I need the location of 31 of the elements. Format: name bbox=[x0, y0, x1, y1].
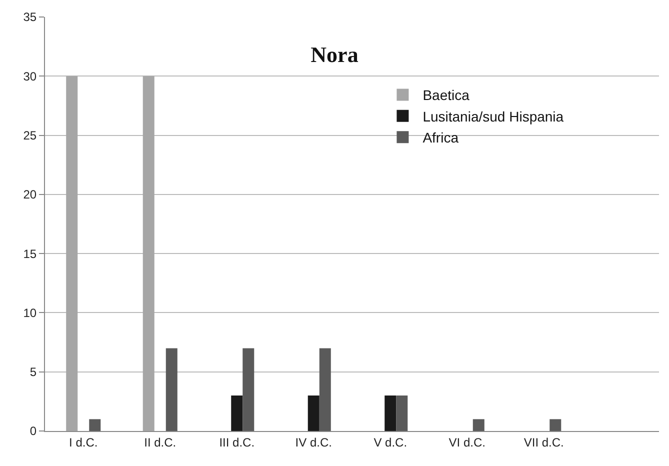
y-tick-label: 20 bbox=[23, 188, 37, 202]
x-tick-label: VII d.C. bbox=[524, 435, 564, 450]
legend-label: Lusitania/sud Hispania bbox=[422, 108, 564, 124]
x-tick-label: VI d.C. bbox=[448, 435, 486, 450]
legend-label: Africa bbox=[422, 130, 459, 146]
x-tick-label: III d.C. bbox=[219, 435, 255, 450]
bar bbox=[231, 396, 243, 431]
text: Nora bbox=[310, 42, 358, 67]
x-tick-label: V d.C. bbox=[374, 435, 408, 450]
bar bbox=[166, 348, 178, 431]
x-tick-label: I d.C. bbox=[69, 435, 98, 450]
bar bbox=[396, 396, 408, 431]
bar bbox=[384, 396, 396, 431]
y-tick-label: 15 bbox=[23, 246, 37, 261]
bar bbox=[550, 419, 562, 431]
bar bbox=[142, 76, 154, 431]
y-tick-label: 35 bbox=[23, 10, 37, 24]
bar bbox=[319, 348, 331, 431]
bar bbox=[308, 396, 320, 431]
y-tick-label: 5 bbox=[30, 365, 37, 380]
bar bbox=[89, 419, 101, 431]
bar bbox=[472, 419, 484, 431]
y-tick-label: 25 bbox=[23, 128, 37, 142]
legend-label: Baetica bbox=[422, 87, 470, 104]
x-tick-label: IV d.C. bbox=[295, 435, 332, 450]
y-tick-label: 30 bbox=[23, 69, 37, 84]
bar bbox=[66, 76, 78, 431]
y-tick-label: 0 bbox=[30, 424, 37, 438]
x-tick-label: II d.C. bbox=[144, 435, 176, 450]
y-tick-label: 10 bbox=[23, 306, 37, 320]
bar bbox=[242, 348, 254, 431]
